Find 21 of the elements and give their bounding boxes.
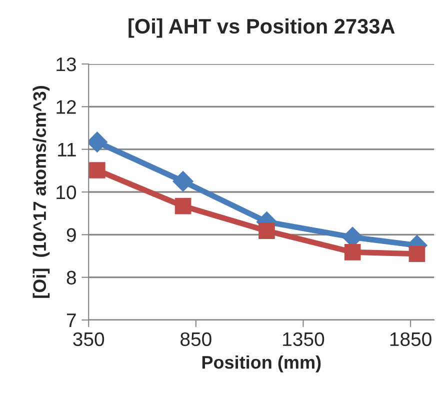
y-tick-label: 11 [58,143,76,156]
x-axis-title: Position (mm) [202,355,321,372]
y-tick-label: 7 [66,314,76,328]
y-axis-title: [Oi] (10^17 atoms/cm^3) [32,86,50,298]
x-tick-label: 1350 [283,332,324,346]
y-tick-label: 10 [56,185,76,200]
y-tick-label: 13 [56,57,76,72]
y-tick-label: 8 [66,270,76,285]
x-tick-label: 350 [73,332,104,346]
point [174,198,192,214]
chart-title: [Oi] AHT vs Position 2733A [128,18,395,38]
x-tick-label: 850 [180,332,212,346]
point [344,244,361,260]
point [88,132,108,152]
point [408,246,426,262]
point [89,162,106,178]
point [258,222,275,239]
y-tick-label: 9 [66,228,76,242]
y-tick-label: 12 [56,100,76,114]
point [172,170,194,192]
x-tick-label: 1850 [390,332,432,346]
